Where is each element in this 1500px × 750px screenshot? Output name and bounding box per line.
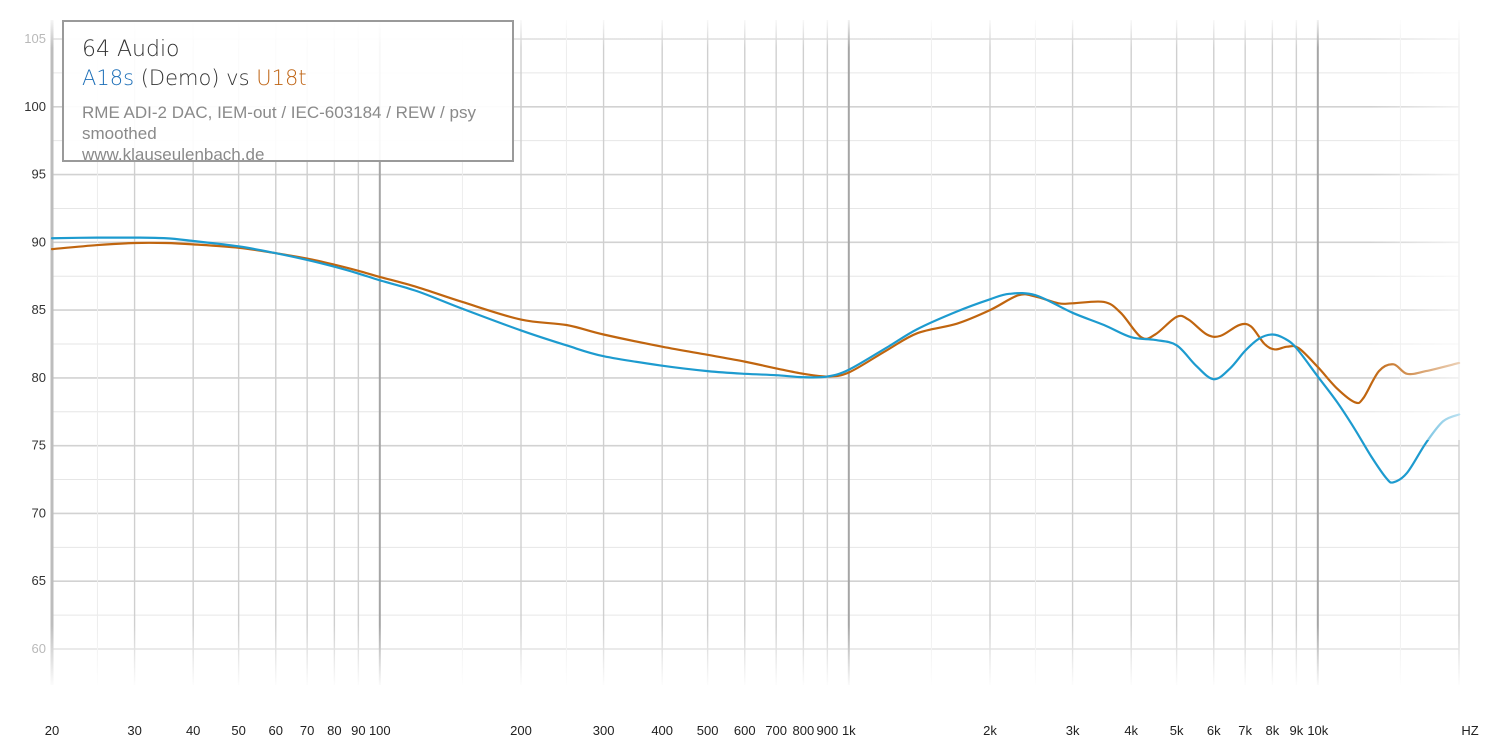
- x-tick-label: 30: [127, 723, 141, 738]
- x-tick-label: 800: [793, 723, 815, 738]
- x-tick-label: 5k: [1170, 723, 1184, 738]
- x-tick-label: 1k: [842, 723, 856, 738]
- x-unit-label: HZ: [1461, 723, 1478, 738]
- x-tick-label: 900: [817, 723, 839, 738]
- y-tick-label: 80: [32, 370, 46, 385]
- legend-note: RME ADI-2 DAC, IEM-out / IEC-603184 / RE…: [82, 102, 494, 165]
- x-tick-label: 8k: [1265, 723, 1279, 738]
- x-tick-label: 7k: [1238, 723, 1252, 738]
- y-tick-label: 90: [32, 234, 46, 249]
- y-tick-label: 75: [32, 438, 46, 453]
- x-tick-label: 20: [45, 723, 59, 738]
- x-tick-label: 400: [651, 723, 673, 738]
- legend-box: 64 Audio A18s (Demo) vs U18t RME ADI-2 D…: [62, 20, 514, 165]
- x-axis-ticks: 20 30 40 50 60 70 80 90 100 200 300 400 500 600 700 800…: [45, 723, 1479, 738]
- y-tick-label: 95: [32, 167, 46, 182]
- y-axis-ticks: 60 65 70 75 80 85 90 95 100 105: [24, 31, 46, 656]
- series-line-a18s: [50, 236, 1461, 484]
- legend-series-a: A18s: [82, 66, 135, 90]
- bottom-fade-overlay: [45, 625, 1465, 685]
- x-tick-label: 60: [269, 723, 283, 738]
- x-tick-label: 70: [300, 723, 314, 738]
- x-tick-label: 6k: [1207, 723, 1221, 738]
- right-fade-overlay: [1370, 20, 1460, 440]
- x-tick-label: 4k: [1124, 723, 1138, 738]
- x-tick-label: 200: [510, 723, 532, 738]
- x-tick-label: 9k: [1289, 723, 1303, 738]
- series-lines: [50, 236, 1461, 484]
- y-tick-label: 105: [24, 31, 46, 46]
- y-tick-label: 65: [32, 573, 46, 588]
- x-tick-label: 3k: [1066, 723, 1080, 738]
- legend-series-b: U18t: [256, 66, 307, 90]
- legend-vs: vs: [219, 66, 257, 90]
- x-tick-label: 10k: [1307, 723, 1328, 738]
- x-tick-label: 2k: [983, 723, 997, 738]
- y-tick-label: 60: [32, 641, 46, 656]
- legend-series-line: A18s (Demo) vs U18t: [82, 64, 494, 92]
- x-tick-label: 80: [327, 723, 341, 738]
- legend-title: 64 Audio: [82, 37, 180, 62]
- x-tick-label: 300: [593, 723, 615, 738]
- series-line-u18t: [50, 241, 1461, 405]
- x-tick-label: 600: [734, 723, 756, 738]
- x-tick-label: 50: [231, 723, 245, 738]
- x-tick-label: 100: [369, 723, 391, 738]
- x-tick-label: 700: [765, 723, 787, 738]
- y-tick-label: 70: [32, 505, 46, 520]
- y-tick-label: 100: [24, 99, 46, 114]
- legend-series-a-suffix: (Demo): [134, 66, 220, 90]
- legend-note-line2: www.klauseulenbach.de: [82, 145, 265, 164]
- x-tick-label: 500: [697, 723, 719, 738]
- y-tick-label: 85: [32, 302, 46, 317]
- x-tick-label: 40: [186, 723, 200, 738]
- x-tick-label: 90: [351, 723, 365, 738]
- legend-note-line1: RME ADI-2 DAC, IEM-out / IEC-603184 / RE…: [82, 103, 476, 143]
- grid: [50, 20, 1460, 685]
